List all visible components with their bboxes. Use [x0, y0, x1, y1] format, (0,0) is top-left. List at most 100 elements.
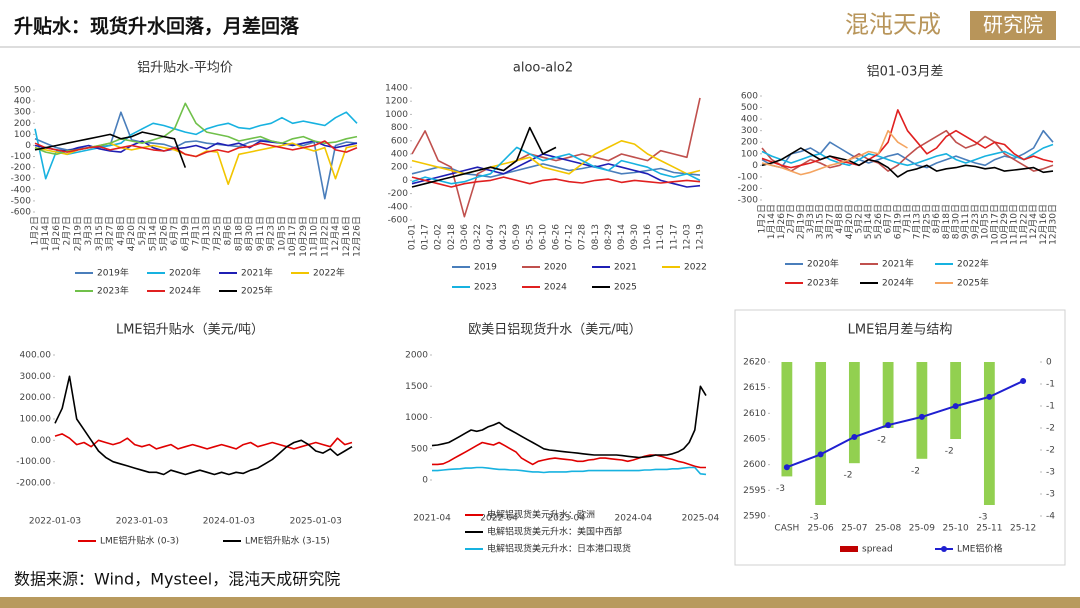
legend-label: 2022年	[313, 267, 345, 279]
x-tick-label: 2月19日	[795, 204, 806, 239]
series-line	[411, 176, 701, 188]
legend-label: 2023年	[97, 285, 129, 297]
x-tick-label: 7月13日	[201, 216, 212, 251]
series-line	[432, 441, 706, 469]
legend-label: 2021年	[882, 258, 914, 270]
legend-label: 2019年	[97, 267, 129, 279]
x-tick-label: 6月19日	[180, 216, 191, 251]
legend-label: 电解铝现货美元升水：美国中西部	[487, 526, 622, 538]
y-tick-label: 0	[422, 476, 428, 486]
data-label: -2	[877, 436, 886, 446]
source-note: 数据来源：Wind，Mysteel，混沌天成研究院	[14, 570, 340, 589]
x-tick-label: 1月26日	[776, 204, 787, 239]
legend-label: 2025	[614, 283, 637, 293]
x-tick-label: 4月8日	[115, 216, 126, 245]
y-tick-label: 0	[25, 141, 31, 151]
line-marker	[918, 413, 925, 420]
y-tick-label: 400	[14, 97, 31, 107]
y-tick-label: -300	[11, 174, 32, 184]
data-label: -3	[810, 513, 819, 523]
legend-swatch	[840, 546, 858, 552]
x-tick-label: 08-13	[591, 224, 601, 250]
legend-label: LME铝升贴水 (0-3)	[100, 535, 179, 547]
x-tick-label: 1月26日	[51, 216, 62, 251]
chart-title: aloo-alo2	[513, 61, 573, 76]
y-tick-label: 100.00	[20, 415, 52, 425]
legend-label: spread	[862, 545, 893, 555]
y-tick-label: -200	[738, 184, 759, 194]
x-tick-label: 25-09	[909, 524, 935, 534]
y-tick-label: 0	[402, 176, 408, 186]
y-tick-label: 2590	[743, 512, 766, 522]
series-line	[411, 140, 701, 175]
x-tick-label: 10-16	[643, 224, 653, 250]
x-tick-label: 2021-04	[413, 514, 451, 524]
x-tick-label: 12-03	[682, 224, 692, 250]
x-tick-label: 9月23日	[970, 204, 981, 239]
x-tick-label: 9月11日	[960, 204, 971, 239]
x-tick-label: 3月15日	[94, 216, 105, 251]
legend-label: 2019	[474, 263, 497, 273]
series-line	[761, 109, 1054, 169]
series-line	[761, 129, 1054, 169]
y-tick-label: 300.00	[20, 372, 52, 382]
x-tick-label: 02-18	[447, 224, 457, 250]
legend-label: 2023	[474, 283, 497, 293]
y-tick-label: 2615	[743, 383, 766, 393]
line-marker	[1020, 377, 1027, 384]
x-tick-label: 09-30	[630, 224, 640, 250]
y-tick-label: 400	[741, 115, 758, 125]
x-tick-label: 12月30日	[1048, 204, 1059, 245]
series-line	[54, 375, 353, 476]
legend-label: 2023年	[807, 277, 839, 289]
x-tick-label: 25-10	[943, 524, 969, 534]
x-tick-label: 2025-04	[682, 514, 720, 524]
x-tick-label: 8月30日	[244, 216, 255, 251]
y-tick-label: 400	[391, 150, 408, 160]
series-line	[761, 147, 1054, 178]
y-tick-label: 600	[741, 92, 758, 102]
series-line	[411, 146, 701, 185]
x-tick-label: 2023-04	[547, 514, 585, 524]
x-tick-label: 9月23日	[266, 216, 277, 251]
legend-label: LME铝价格	[957, 543, 1002, 555]
series-line	[411, 126, 557, 188]
y-tick-label: 1000	[405, 413, 428, 423]
x-tick-label: 25-08	[875, 524, 901, 534]
y-tick-label: -600	[11, 208, 32, 218]
line-marker	[952, 403, 959, 410]
x-tick-label: 3月27日	[105, 216, 116, 251]
x-tick-label: 5月2日	[137, 216, 148, 245]
x-tick-label: 4月8日	[834, 204, 845, 233]
x-tick-label: 12月16日	[341, 216, 352, 257]
y-tick-label: -4	[1046, 512, 1055, 522]
legend-label: LME铝升贴水 (3-15)	[245, 535, 330, 547]
x-tick-label: 5月14日	[148, 216, 159, 251]
x-tick-label: 7月13日	[912, 204, 923, 239]
series-line	[34, 131, 187, 168]
y-tick-label: 2595	[743, 486, 766, 496]
y-tick-label: -100	[11, 152, 32, 162]
series-line	[411, 97, 701, 218]
y-tick-label: 200	[14, 119, 31, 129]
y-tick-label: 0	[752, 161, 758, 171]
series-line	[54, 433, 353, 450]
y-tick-label: 100	[14, 130, 31, 140]
x-tick-label: 25-11	[976, 524, 1002, 534]
logo-sub: 研究院	[983, 13, 1043, 37]
x-tick-label: 6月7日	[883, 204, 894, 233]
x-tick-label: 2022-04	[480, 514, 518, 524]
x-tick-label: 1月14日	[40, 216, 51, 251]
y-tick-label: -3	[1046, 468, 1055, 478]
x-tick-label: 4月20日	[126, 216, 137, 251]
footer-band	[0, 597, 1080, 608]
chart-title: LME铝月差与结构	[848, 323, 953, 338]
x-tick-label: 12-19	[696, 224, 706, 250]
x-tick-label: 5月14日	[863, 204, 874, 239]
chart-frame	[734, 309, 1066, 566]
x-tick-label: CASH	[774, 524, 799, 534]
bar	[781, 362, 793, 477]
y-tick-label: 800	[391, 123, 408, 133]
y-tick-label: 2605	[743, 435, 766, 445]
